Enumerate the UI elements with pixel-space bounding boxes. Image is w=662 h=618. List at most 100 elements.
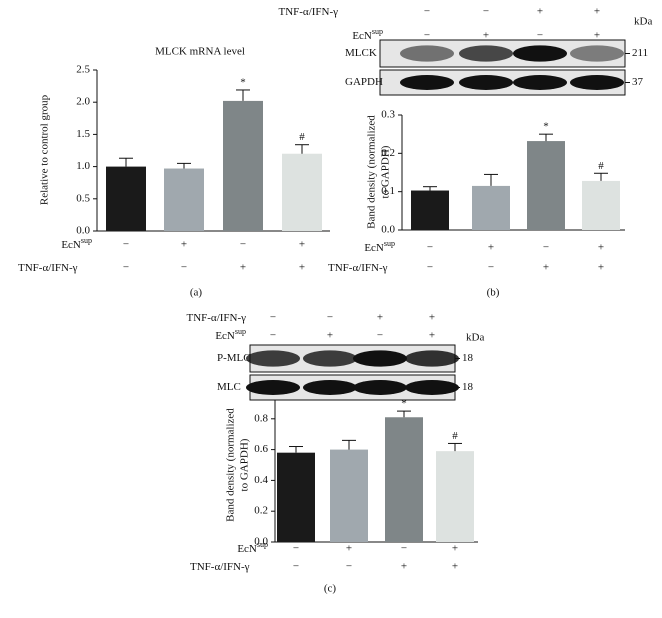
bar (277, 452, 315, 542)
sign: + (537, 6, 543, 18)
sign: + (429, 330, 435, 342)
sign: + (598, 262, 604, 274)
y-tick-label: 0.8 (254, 412, 268, 424)
row-label-superscript: sup (372, 27, 383, 36)
sign: − (377, 330, 383, 342)
y-tick-label: 0.3 (381, 109, 395, 121)
row-label: TNF-α/IFN-γ (328, 262, 388, 274)
blot-band (303, 350, 357, 367)
row-label-text: EcN (237, 543, 257, 555)
row-label: EcNsup (61, 236, 92, 251)
band-size: 18 (462, 352, 474, 364)
sign: − (483, 6, 489, 18)
sign: + (299, 239, 305, 251)
y-tick-label: 0.2 (381, 147, 395, 159)
band-name: GAPDH (345, 76, 383, 88)
sign: + (452, 543, 458, 555)
row-label-text: EcN (61, 239, 81, 251)
row-label: TNF-α/IFN-γ (278, 6, 338, 18)
bar (436, 451, 474, 542)
y-tick-label: 0.1 (381, 185, 395, 197)
annotation: * (240, 76, 246, 88)
sign: − (427, 242, 433, 254)
sign: − (488, 262, 494, 274)
sign: − (424, 30, 430, 42)
sign: + (401, 561, 407, 573)
blot-band (246, 380, 300, 395)
sign: − (123, 262, 129, 274)
panel-label: (c) (324, 583, 337, 595)
sign: + (598, 242, 604, 254)
y-axis-label: to GAPDH) (239, 438, 251, 491)
annotation: * (401, 398, 407, 410)
panel-label: (b) (487, 287, 500, 299)
band-size: 211 (632, 47, 648, 59)
sign: + (429, 312, 435, 324)
row-label-text: EcN (364, 242, 384, 254)
y-axis-label: to GAPDH) (380, 145, 392, 198)
y-tick-label: 2.0 (76, 96, 90, 108)
bar (385, 417, 423, 542)
bar (527, 141, 565, 230)
row-label-text: TNF-α/IFN-γ (328, 262, 388, 274)
sign: + (594, 30, 600, 42)
blot-band (405, 380, 459, 395)
chart-title: MLCK mRNA level (155, 46, 245, 58)
blot-band (353, 350, 407, 367)
blot-band (570, 75, 624, 90)
sign: − (293, 561, 299, 573)
row-label: EcNsup (237, 540, 268, 555)
row-label-text: EcN (215, 330, 235, 342)
row-label: TNF-α/IFN-γ (18, 262, 78, 274)
bar (472, 185, 510, 230)
annotation: # (299, 131, 305, 143)
row-label-text: TNF-α/IFN-γ (278, 6, 338, 18)
bar (330, 449, 368, 542)
sign: − (543, 242, 549, 254)
y-axis-label: Band density (normalized (366, 115, 378, 229)
blot-band (459, 75, 513, 90)
panel-label: (a) (190, 287, 203, 299)
y-tick-label: 1.0 (76, 160, 90, 172)
row-label: EcNsup (352, 27, 383, 42)
blot-band (405, 350, 459, 367)
row-label-superscript: sup (235, 327, 246, 336)
sign: − (327, 312, 333, 324)
sign: − (424, 6, 430, 18)
sign: + (299, 262, 305, 274)
sign: + (543, 262, 549, 274)
sign: − (123, 239, 129, 251)
y-axis-label: Relative to control group (39, 94, 51, 205)
row-label: EcNsup (215, 327, 246, 342)
blot-band (570, 45, 624, 62)
blot-band (459, 45, 513, 62)
bar (282, 153, 322, 231)
band-size: 18 (462, 381, 474, 393)
row-label-superscript: sup (384, 239, 395, 248)
band-size: 37 (632, 76, 644, 88)
sign: + (240, 262, 246, 274)
sign: + (346, 543, 352, 555)
band-name: MLCK (345, 47, 377, 59)
blot-band (513, 75, 567, 90)
sign: − (293, 543, 299, 555)
y-axis-label: Band density (normalized (225, 408, 237, 522)
blot-band (303, 380, 357, 395)
y-tick-label: 0.5 (76, 192, 90, 204)
blot-band (353, 380, 407, 395)
annotation: # (452, 430, 458, 442)
row-label-text: TNF-α/IFN-γ (190, 561, 250, 573)
row-label-superscript: sup (81, 236, 92, 245)
sign: − (240, 239, 246, 251)
row-label-text: TNF-α/IFN-γ (18, 262, 78, 274)
y-tick-label: 1.5 (76, 128, 90, 140)
row-label-text: EcN (352, 30, 372, 42)
blot-band (246, 350, 300, 367)
bar (582, 180, 620, 230)
sign: − (270, 330, 276, 342)
y-tick-label: 0.4 (254, 474, 268, 486)
row-label-text: TNF-α/IFN-γ (186, 312, 246, 324)
row-label: EcNsup (364, 239, 395, 254)
sign: − (181, 262, 187, 274)
